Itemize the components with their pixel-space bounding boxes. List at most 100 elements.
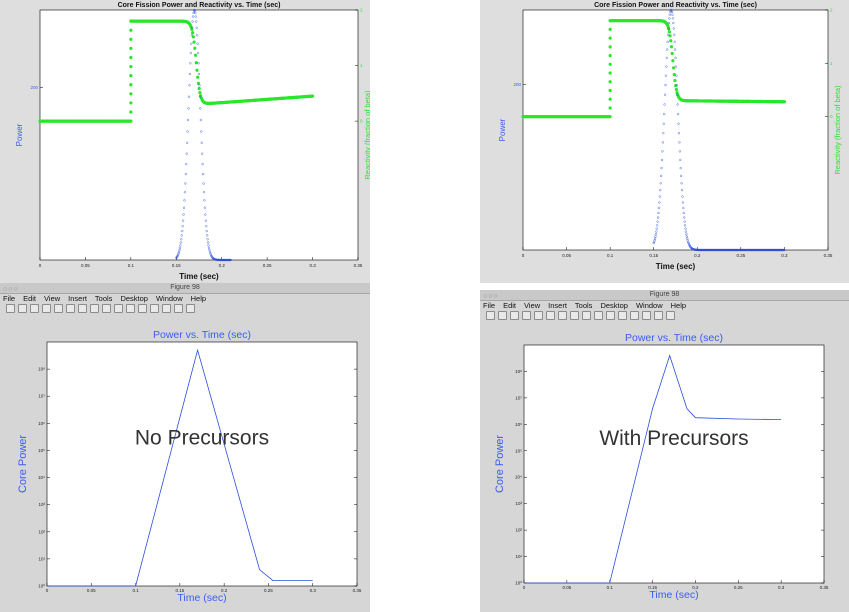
power-point	[201, 163, 204, 166]
save-icon[interactable]	[30, 303, 39, 313]
brush-icon[interactable]	[126, 303, 135, 313]
menu-window[interactable]: Window	[155, 294, 183, 303]
reactivity-point	[129, 46, 133, 50]
print-icon[interactable]	[522, 310, 531, 320]
grid-icon[interactable]	[174, 303, 183, 313]
window-controls[interactable]: ○○○	[483, 293, 499, 300]
x-tick-label: 0.3	[781, 253, 788, 258]
power-point	[183, 191, 187, 194]
menu-insert[interactable]: Insert	[548, 301, 567, 310]
rotate-icon[interactable]	[582, 310, 591, 320]
rotate-icon[interactable]	[102, 303, 111, 313]
pointer-icon[interactable]	[54, 303, 63, 313]
grid-icon[interactable]	[654, 310, 663, 320]
link-icon[interactable]	[618, 310, 627, 320]
dock-icon[interactable]	[186, 303, 195, 313]
power-point	[663, 103, 666, 106]
y-tick-label: 10⁶	[38, 421, 45, 426]
chart-title: Core Fission Power and Reactivity vs. Ti…	[118, 2, 281, 9]
menu-desktop[interactable]: Desktop	[600, 301, 628, 310]
open-icon[interactable]	[498, 310, 507, 320]
menu-edit[interactable]: Edit	[503, 301, 517, 310]
pointer-icon[interactable]	[534, 310, 543, 320]
x-tick-label: 0.3	[309, 263, 316, 268]
power-point	[656, 216, 660, 219]
colorbar-icon[interactable]	[630, 310, 639, 320]
reactivity-point	[193, 46, 197, 50]
x-tick-label: 0.2	[221, 588, 228, 593]
power-point	[667, 27, 670, 30]
power-point	[186, 141, 189, 144]
power-point	[657, 206, 661, 210]
menu-tools[interactable]: Tools	[94, 294, 113, 303]
power-point	[196, 42, 199, 45]
brush-icon[interactable]	[606, 310, 615, 320]
y-tick-label-right: 2	[360, 8, 363, 13]
print-icon[interactable]	[42, 303, 51, 313]
power-point	[783, 248, 786, 252]
save-icon[interactable]	[510, 310, 519, 320]
pan-icon[interactable]	[570, 310, 579, 320]
reactivity-point	[129, 28, 133, 32]
x-tick-label: 0.2	[219, 263, 226, 268]
window-title: Figure 98	[170, 284, 200, 291]
power-point	[669, 9, 672, 12]
power-point	[191, 26, 194, 29]
menu-help[interactable]: Help	[670, 301, 687, 310]
pan-icon[interactable]	[90, 303, 99, 313]
menu-file[interactable]: File	[3, 294, 16, 303]
menu-window[interactable]: Window	[635, 301, 663, 310]
power-point	[664, 84, 667, 87]
power-point	[680, 174, 683, 178]
reactivity-point	[608, 115, 612, 119]
menu-insert[interactable]: Insert	[68, 294, 87, 303]
zoom-out-icon[interactable]	[558, 310, 567, 320]
legend-icon[interactable]	[162, 303, 171, 313]
reactivity-point	[191, 35, 195, 39]
y-tick-label-right: 1	[360, 63, 363, 68]
menu-edit[interactable]: Edit	[23, 294, 37, 303]
menu-view[interactable]: View	[524, 301, 541, 310]
open-icon[interactable]	[18, 303, 27, 313]
reactivity-point	[194, 61, 198, 65]
menu-desktop[interactable]: Desktop	[120, 294, 148, 303]
chart-power-no-precursors: Power vs. Time (sec) Time (sec) Core Power…	[17, 329, 362, 604]
x-axis-label: Time (sec)	[649, 589, 698, 601]
menu-file[interactable]: File	[483, 301, 496, 310]
power-point	[672, 21, 675, 25]
new-figure-icon[interactable]	[486, 310, 495, 320]
power-point	[185, 152, 188, 155]
power-point	[204, 219, 207, 222]
power-point	[677, 113, 680, 116]
new-figure-icon[interactable]	[6, 303, 15, 313]
menu-help[interactable]: Help	[190, 294, 207, 303]
zoom-in-icon[interactable]	[66, 303, 75, 313]
window-controls[interactable]: ○○○	[3, 286, 19, 293]
x-tick-label: 0	[46, 588, 49, 593]
power-point	[677, 132, 681, 135]
y-axis-label: Core Power	[17, 435, 29, 493]
legend-icon[interactable]	[642, 310, 651, 320]
menu-view[interactable]: View	[44, 294, 61, 303]
power-point	[682, 211, 685, 215]
y-tick-label-right: 0	[830, 114, 833, 119]
x-tick-label: 0.05	[562, 253, 571, 258]
x-axis-label: Time (sec)	[177, 592, 226, 604]
power-point	[665, 56, 668, 59]
power-point	[664, 74, 668, 77]
power-point	[675, 74, 678, 77]
dock-icon[interactable]	[666, 310, 675, 320]
zoom-out-icon[interactable]	[78, 303, 87, 313]
reactivity-point	[668, 34, 672, 38]
data-cursor-icon[interactable]	[594, 310, 603, 320]
zoom-in-icon[interactable]	[546, 310, 555, 320]
menu-tools[interactable]: Tools	[574, 301, 593, 310]
power-point	[658, 201, 661, 204]
reactivity-series	[38, 19, 315, 123]
power-point	[666, 40, 669, 43]
link-icon[interactable]	[138, 303, 147, 313]
data-cursor-icon[interactable]	[114, 303, 123, 313]
colorbar-icon[interactable]	[150, 303, 159, 313]
reactivity-point	[608, 62, 612, 66]
power-point	[653, 237, 657, 240]
